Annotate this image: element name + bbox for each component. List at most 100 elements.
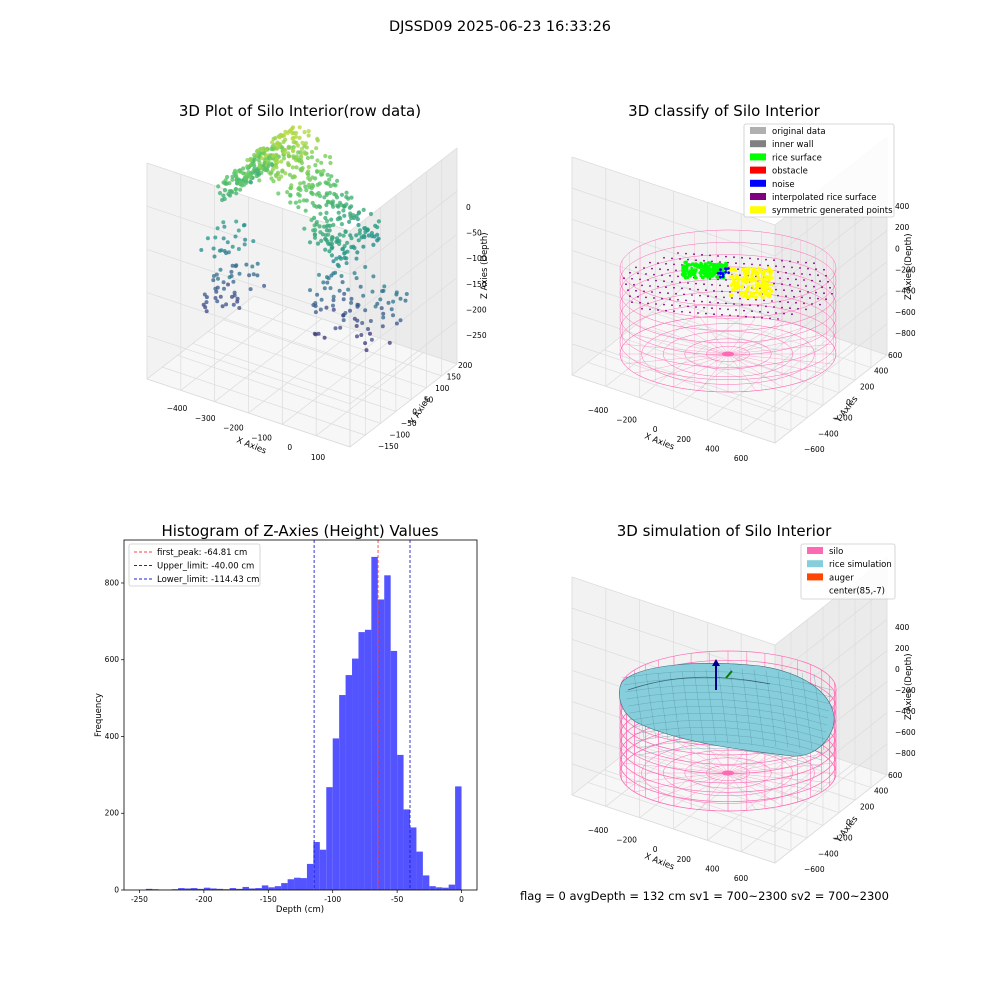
raw-point — [222, 224, 227, 229]
cls-interpolated-point — [749, 304, 751, 307]
raw-point — [345, 240, 350, 245]
cls-grid-y — [651, 311, 856, 381]
sim-y-tick-label: 600 — [888, 771, 903, 780]
cls-rice-point — [702, 267, 706, 271]
cls-rice-point — [699, 268, 704, 272]
cls-interpolated-point — [639, 278, 641, 281]
sim-z-tick-label: −600 — [895, 728, 916, 737]
raw-point — [333, 326, 338, 331]
raw-point — [324, 192, 329, 197]
sim-grid-x — [673, 740, 786, 830]
cls-symmetric-point — [742, 271, 746, 275]
histogram-x-ticks: -250 -200 -150 -100 -50 0 — [131, 890, 464, 904]
raw-point — [255, 261, 260, 266]
raw-point — [357, 231, 362, 236]
cls-silo-spoke — [651, 353, 729, 382]
cls-interpolated-point — [787, 277, 789, 280]
panel-classify-y-ticks: −600 −400 −200 0 200 400 600 — [804, 351, 903, 454]
raw-point — [354, 324, 359, 328]
cls-interpolated-point — [779, 300, 781, 303]
raw-point — [271, 153, 276, 159]
cls-symmetric-point — [750, 284, 754, 288]
raw-point — [371, 242, 376, 247]
raw-point — [324, 202, 329, 208]
raw-point — [256, 172, 261, 177]
cls-interpolated-point — [675, 292, 677, 295]
cls-interpolated-point — [719, 261, 721, 263]
raw-point — [355, 302, 360, 307]
cls-noise-point — [727, 271, 730, 275]
raw-grid-y — [177, 354, 381, 424]
raw-point — [233, 234, 238, 239]
cls-y-tick-label: −400 — [818, 429, 839, 438]
cls-interpolated-point — [703, 306, 705, 309]
raw-point — [233, 264, 238, 269]
raw-point — [224, 251, 229, 256]
raw-grid-z — [349, 190, 458, 275]
raw-point — [241, 223, 246, 228]
cls-interpolated-point — [689, 288, 691, 290]
sim-silo-spoke — [651, 772, 729, 801]
raw-point — [389, 307, 394, 312]
cls-interpolated-point — [815, 268, 817, 271]
histogram-title: Histogram of Z-Axies (Height) Values — [161, 522, 438, 540]
raw-point — [220, 304, 225, 309]
panel-simulation-y-ticks: −600 −400 −200 0 200 400 600 — [804, 771, 903, 874]
histogram-bar — [377, 599, 385, 890]
raw-point — [341, 297, 346, 302]
raw-point — [369, 231, 374, 236]
cls-interpolated-point — [829, 286, 831, 289]
cls-interpolated-point — [741, 303, 743, 306]
cls-interpolated-point — [683, 293, 685, 296]
raw-grid-y — [208, 331, 412, 400]
cls-grid-x — [571, 286, 685, 376]
cls-interpolated-point — [663, 256, 665, 259]
cls-legend-swatch — [750, 127, 766, 134]
raw-point — [357, 228, 363, 233]
cls-interpolated-point — [759, 264, 761, 266]
raw-point — [231, 279, 236, 284]
raw-point — [205, 236, 210, 241]
raw-y-tick-label: 0 — [412, 407, 417, 416]
raw-point — [324, 305, 329, 310]
histogram-bar — [255, 888, 262, 890]
histogram-legend-label: Lower_limit: -114.43 cm — [157, 575, 259, 585]
cls-interpolated-point — [649, 308, 651, 311]
sim-rice-mesh-line — [693, 670, 705, 743]
cls-interpolated-point — [719, 307, 721, 310]
cls-interpolated-point — [825, 298, 827, 301]
cls-silo-spoke — [634, 334, 729, 355]
cls-interpolated-point — [691, 294, 693, 296]
raw-point — [290, 136, 295, 141]
raw-point — [403, 298, 408, 303]
sim-rice-mesh-line — [729, 667, 741, 745]
cls-interpolated-point — [697, 288, 699, 291]
cls-rice-point — [701, 276, 705, 280]
cls-interpolated-point — [831, 292, 833, 295]
raw-point — [343, 229, 348, 234]
sim-rice-mesh-line — [753, 669, 765, 747]
histogram-bar — [190, 888, 198, 890]
cls-interpolated-point — [645, 273, 647, 275]
raw-point — [376, 236, 381, 241]
cls-symmetric-point — [732, 267, 737, 271]
raw-point — [211, 274, 216, 278]
raw-point — [293, 200, 298, 205]
sim-y-tick-label: −400 — [818, 849, 839, 858]
cls-symmetric-point — [736, 278, 741, 282]
raw-point — [276, 144, 281, 149]
raw-point — [325, 218, 330, 224]
cls-interpolated-point — [639, 301, 641, 304]
cls-silo-spoke — [651, 326, 729, 355]
raw-point — [339, 222, 344, 227]
cls-interpolated-point — [687, 258, 689, 261]
cls-interpolated-point — [671, 280, 673, 283]
panel-simulation-x-ticks: −400 −200 0 200 400 600 — [588, 826, 749, 883]
cls-interpolated-point — [785, 271, 787, 274]
raw-point — [293, 140, 298, 145]
raw-point — [330, 245, 335, 250]
raw-point — [328, 286, 333, 291]
cls-grid-y — [603, 349, 808, 419]
cls-silo-spoke — [673, 353, 729, 388]
cls-interpolated-point — [823, 268, 825, 271]
